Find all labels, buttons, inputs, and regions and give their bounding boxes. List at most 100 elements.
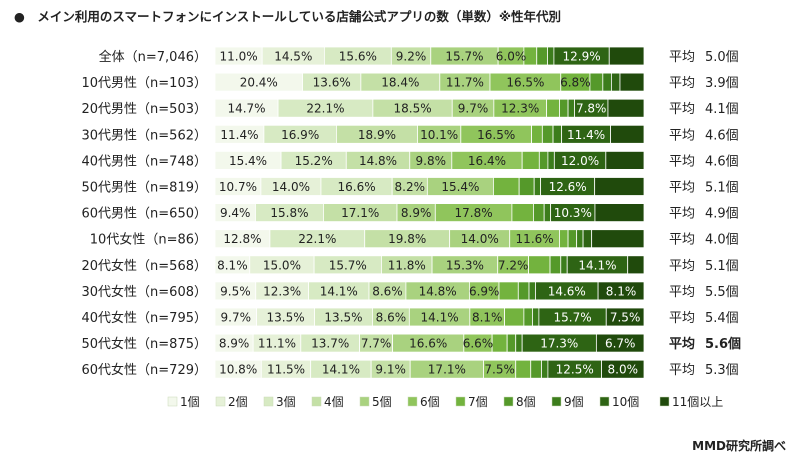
bar-value-label: 7.7% — [361, 337, 392, 351]
bar-value-label: 7.2% — [498, 258, 529, 272]
bar-value-label: 18.4% — [381, 76, 419, 90]
bar-value-label: 15.2% — [295, 154, 333, 168]
average-value: 3.9個 — [705, 76, 739, 91]
bar-value-label: 15.7% — [329, 258, 367, 272]
bar-value-label: 12.8% — [223, 232, 261, 246]
bar-value-label: 11.8% — [388, 258, 426, 272]
bar-segment — [521, 150, 540, 170]
bar-segment — [560, 255, 568, 275]
average-label: 平均 — [669, 207, 695, 222]
bar-value-label: 12.9% — [563, 50, 601, 64]
bar-value-label: 13.6% — [313, 76, 351, 90]
bar-segment — [559, 229, 569, 249]
average-label: 平均 — [669, 181, 695, 196]
legend-label: 3個 — [276, 395, 296, 409]
bar-value-label: 15.3% — [446, 258, 484, 272]
bar-value-label: 10.8% — [219, 363, 257, 377]
bar-value-label: 7.5% — [610, 311, 641, 325]
bar-segment — [538, 150, 549, 170]
bar-value-label: 14.0% — [272, 180, 310, 194]
bar-value-label: 8.1% — [472, 311, 503, 325]
bar-value-label: 9.2% — [396, 50, 427, 64]
bar-value-label: 15.4% — [229, 154, 267, 168]
bar-value-label: 9.7% — [221, 311, 252, 325]
legend-swatch — [599, 396, 610, 407]
row-label: 40代男性（n=748） — [82, 154, 208, 169]
bar-segment — [589, 72, 604, 92]
bar-segment — [511, 203, 534, 223]
bar-segment — [528, 255, 551, 275]
bar-value-label: 11.4% — [567, 128, 605, 142]
average-label: 平均 — [669, 233, 695, 248]
row-label: 50代男性（n=819） — [82, 181, 208, 196]
bar-value-label: 15.7% — [445, 50, 483, 64]
legend-label: 11個以上 — [672, 395, 723, 409]
average-value: 5.5個 — [705, 285, 739, 300]
legend-label: 9個 — [564, 395, 584, 409]
average-label: 平均 — [669, 285, 695, 300]
bar-value-label: 17.3% — [540, 337, 578, 351]
average-value: 5.4個 — [705, 311, 739, 326]
bars — [214, 46, 645, 379]
bar-value-label: 8.1% — [606, 284, 637, 298]
bar-value-label: 14.1% — [320, 284, 358, 298]
bar-segment — [532, 307, 540, 327]
average-label: 平均 — [669, 311, 695, 326]
average-label: 平均 — [669, 336, 695, 352]
bar-segment — [601, 359, 645, 379]
bar-value-label: 14.1% — [578, 258, 616, 272]
bar-value-label: 12.3% — [501, 102, 539, 116]
bar-segment — [547, 46, 555, 66]
average-value: 5.1個 — [705, 181, 739, 196]
bar-segment — [594, 203, 645, 223]
chart-title: ● メイン利用のスマートフォンにインストールしている店舗公式アプリの数（単数）※… — [14, 9, 562, 24]
bar-value-label: 15.8% — [270, 206, 308, 220]
bar-value-label: 9.5% — [220, 284, 251, 298]
row-label: 40代女性（n=795） — [82, 310, 208, 326]
bar-value-label: 7.5% — [484, 363, 515, 377]
bar-value-label: 11.4% — [220, 128, 258, 142]
bar-value-label: 16.6% — [409, 337, 447, 351]
bar-value-label: 11.5% — [267, 363, 305, 377]
bar-value-label: 15.7% — [554, 311, 592, 325]
bar-segment — [594, 177, 645, 196]
bar-segment — [517, 281, 530, 301]
legend: 1個 2個 3個 4個 5個 6個 7個 8個 9個 10個 11個以上 — [167, 395, 723, 409]
legend-swatch — [263, 396, 274, 407]
average-label: 平均 — [669, 259, 695, 274]
legend-swatch — [659, 396, 670, 407]
bar-value-label: 22.1% — [306, 102, 344, 116]
bar-value-label: 8.6% — [372, 284, 403, 298]
bar-segment — [608, 46, 645, 66]
bar-value-label: 14.1% — [322, 363, 360, 377]
bar-segment — [559, 98, 569, 118]
legend-label: 6個 — [420, 395, 440, 409]
average-label: 平均 — [669, 76, 695, 91]
bar-segment — [546, 98, 560, 118]
average-value: 4.0個 — [705, 233, 739, 248]
bar-value-label: 16.5% — [477, 128, 515, 142]
bar-value-label: 19.8% — [388, 232, 426, 246]
legend-swatch — [359, 396, 370, 407]
bar-value-label: 6.9% — [469, 284, 500, 298]
bar-segment — [605, 150, 645, 170]
average-label: 平均 — [669, 128, 695, 143]
bar-value-label: 16.6% — [338, 180, 376, 194]
bar-value-label: 8.1% — [217, 258, 248, 272]
bar-value-label: 10.7% — [219, 180, 257, 194]
legend-swatch — [503, 396, 514, 407]
bar-segment — [541, 359, 549, 379]
bar-value-label: 22.1% — [298, 232, 336, 246]
bar-value-label: 12.0% — [561, 154, 599, 168]
bar-segment — [528, 281, 536, 301]
bar-segment — [536, 46, 548, 66]
row-labels: 全体（n=7,046） 10代男性（n=103） 20代男性（n=503） 30代男性… — [82, 49, 208, 378]
row-label: 60代女性（n=729） — [82, 362, 208, 378]
legend-label: 4個 — [324, 395, 344, 409]
bar-segment — [493, 177, 520, 196]
bar-value-label: 14.7% — [227, 102, 265, 116]
row-label: 30代男性（n=562） — [82, 128, 208, 143]
average-value: 4.1個 — [705, 102, 739, 117]
row-label: 60代男性（n=650） — [82, 207, 208, 222]
